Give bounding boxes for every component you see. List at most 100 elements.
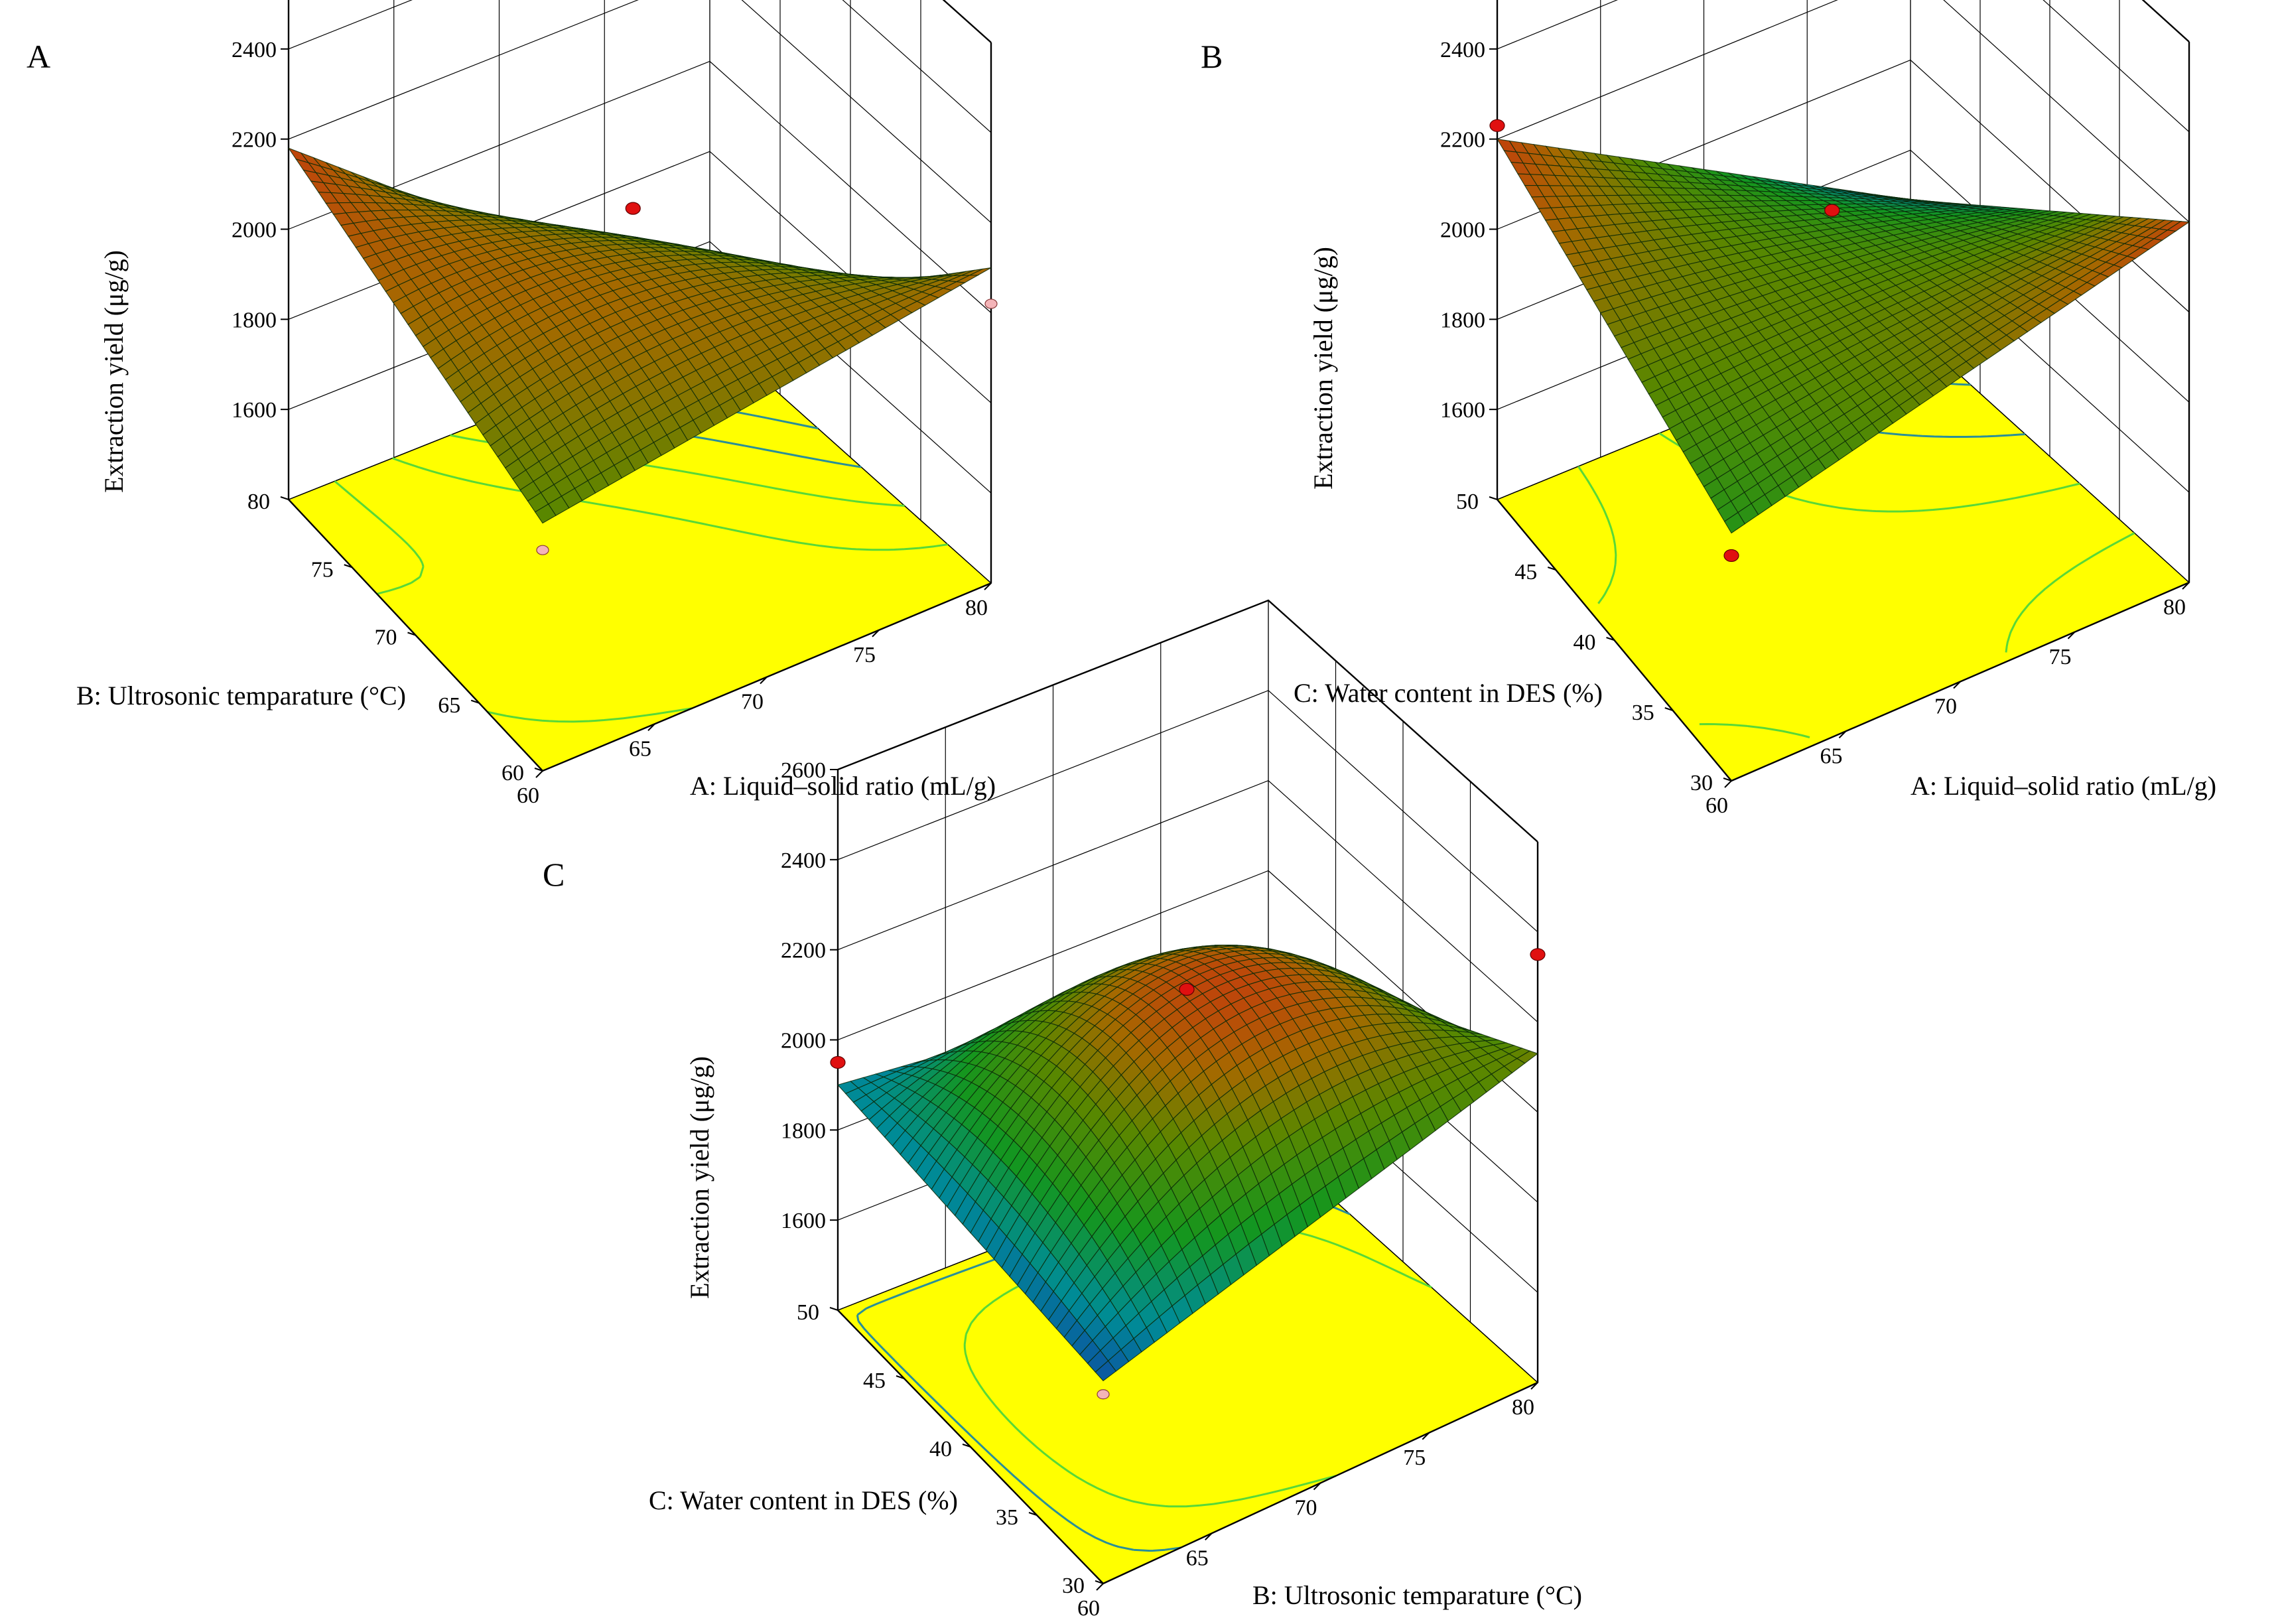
y-axis-title: B: Ultrosonic temparature (°C)	[76, 681, 406, 710]
design-point	[1530, 948, 1546, 961]
z-tick-label: 2600	[781, 758, 826, 783]
x-tick-label: 70	[1934, 695, 1957, 719]
x-tick-mark	[1313, 1482, 1321, 1491]
response-surface	[1496, 138, 2190, 534]
x-axis-title: A: Liquid–solid ratio (mL/g)	[1910, 771, 2216, 801]
y-tick-label: 60	[502, 761, 524, 785]
design-point-below	[984, 299, 998, 309]
y-tick-label: 40	[929, 1437, 952, 1461]
x-tick-mark	[2067, 632, 2076, 640]
y-axis-title: C: Water content in DES (%)	[649, 1485, 958, 1515]
z-tick-label: 2000	[781, 1029, 826, 1053]
z-axis-title: Extraction yield (μg/g)	[685, 1056, 714, 1299]
y-tick-label: 45	[1514, 560, 1537, 584]
x-tick-label: 75	[853, 643, 876, 667]
y-tick-mark	[534, 768, 543, 772]
response-surface	[287, 147, 992, 524]
z-tick-label: 2200	[1440, 128, 1485, 153]
panel-c: C 60 65 70 75 80 30 35 40 45 50 1600 1800 2000 2200 24…	[543, 599, 1582, 1621]
x-tick-mark	[984, 582, 992, 590]
x-tick-label: 80	[965, 596, 988, 620]
y-tick-label: 30	[1062, 1574, 1085, 1598]
z-gridline	[288, 0, 992, 224]
x-tick-label: 65	[1820, 744, 1843, 768]
x-tick-mark	[1096, 1583, 1104, 1591]
z-axis-title: Extraction yield (μg/g)	[99, 250, 129, 493]
z-gridline	[288, 60, 992, 313]
x-tick-mark	[535, 770, 543, 778]
surface-facet	[1723, 511, 1746, 534]
y-tick-mark	[1664, 707, 1674, 711]
y-tick-label: 50	[1456, 490, 1479, 514]
y-axis-title: C: Water content in DES (%)	[1294, 678, 1603, 708]
z-tick-label: 2400	[781, 848, 826, 873]
design-point	[1824, 204, 1840, 217]
z-gridline	[288, 0, 992, 133]
panel-a: A 60 65 70 75 80 60 65 70 75 80 1600 1800 2000 2200 24…	[27, 0, 998, 808]
x-tick-mark	[1724, 780, 1732, 788]
z-tick-label: 1800	[232, 308, 277, 332]
x-tick-label: 70	[741, 690, 764, 714]
z-gridline	[837, 779, 1538, 1023]
y-tick-label: 45	[863, 1369, 886, 1393]
z-tick-label: 2000	[232, 218, 277, 243]
y-tick-label: 65	[438, 693, 460, 718]
z-tick-label: 1600	[1440, 398, 1485, 423]
y-tick-mark	[1489, 496, 1498, 500]
x-tick-mark	[1422, 1432, 1430, 1440]
z-tick-label: 1800	[781, 1118, 826, 1143]
y-tick-label: 50	[797, 1300, 819, 1325]
x-tick-mark	[1205, 1532, 1213, 1540]
design-point	[1489, 119, 1505, 132]
z-tick-label: 2000	[1440, 218, 1485, 243]
z-gridline	[1497, 0, 2190, 133]
x-tick-mark	[1953, 681, 1961, 689]
panel-letter: C	[543, 856, 565, 893]
x-tick-label: 70	[1295, 1496, 1317, 1521]
x-tick-label: 60	[517, 783, 539, 808]
y-tick-mark	[1723, 778, 1732, 781]
floor-contour-line	[1577, 466, 2135, 653]
z-tick-label: 1600	[232, 398, 277, 423]
y-tick-mark	[896, 1375, 905, 1379]
panel-letter: A	[27, 38, 50, 75]
y-tick-mark	[280, 496, 289, 500]
y-tick-mark	[407, 632, 416, 636]
design-point	[1723, 549, 1739, 563]
z-tick-label: 2400	[1440, 38, 1485, 62]
x-tick-label: 80	[2163, 595, 2186, 620]
top-frame	[837, 599, 1538, 843]
design-point	[1179, 982, 1195, 996]
z-tick-label: 1800	[1440, 308, 1485, 332]
y-tick-mark	[1028, 1512, 1038, 1516]
y-tick-label: 80	[247, 490, 270, 514]
z-tick-label: 1600	[781, 1209, 826, 1233]
z-gridline	[1497, 0, 2190, 223]
z-gridline	[837, 690, 1538, 933]
design-point-below	[1097, 1389, 1110, 1400]
panel-letter: B	[1201, 38, 1223, 75]
y-tick-mark	[470, 699, 480, 704]
y-tick-label: 70	[375, 626, 397, 650]
y-tick-mark	[1606, 637, 1615, 641]
y-tick-mark	[829, 1307, 838, 1311]
x-tick-label: 60	[1706, 793, 1728, 818]
response-surface	[837, 945, 1539, 1382]
z-tick-label: 2400	[232, 38, 277, 62]
y-tick-label: 35	[996, 1505, 1018, 1530]
y-tick-label: 30	[1690, 771, 1713, 795]
x-tick-mark	[647, 723, 655, 731]
x-tick-label: 60	[1077, 1596, 1100, 1621]
x-tick-label: 75	[2049, 645, 2072, 669]
surface-facet	[1095, 1360, 1117, 1382]
z-axis-title: Extraction yield (μg/g)	[1308, 247, 1338, 490]
x-tick-mark	[2182, 582, 2190, 590]
x-axis-title: A: Liquid–solid ratio (mL/g)	[690, 771, 996, 801]
y-tick-label: 40	[1574, 630, 1596, 655]
y-tick-label: 35	[1632, 701, 1654, 725]
floor-contour-line	[334, 480, 425, 595]
design-point	[830, 1055, 846, 1069]
y-tick-mark	[344, 564, 353, 569]
design-point	[625, 202, 641, 215]
